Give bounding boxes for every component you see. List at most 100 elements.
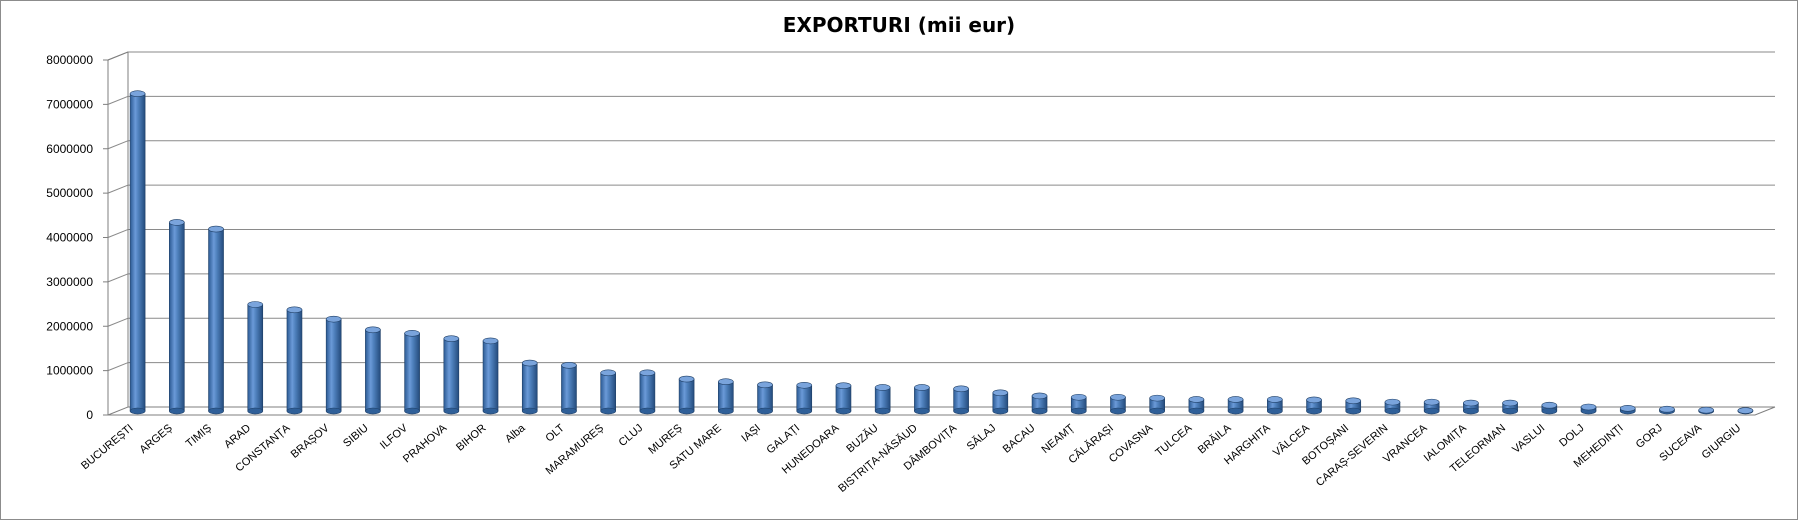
bar-top	[1737, 407, 1754, 414]
bar-base	[1031, 407, 1048, 415]
x-tick-label: DOLJ	[1557, 422, 1586, 449]
gridline	[107, 140, 1775, 150]
bar-body	[914, 387, 930, 412]
y-tick-label: 1000000	[46, 364, 93, 378]
bar-top	[953, 385, 969, 393]
x-tick-label: SUCEAVA	[1657, 422, 1704, 464]
x-tick-label: GORJ	[1634, 422, 1665, 451]
bar-top	[1463, 399, 1479, 407]
bar-top	[1149, 394, 1165, 402]
bar-top	[1267, 396, 1283, 403]
gridline	[107, 95, 1775, 105]
x-tick-label: CLUJ	[617, 422, 646, 449]
y-tick-label: 6000000	[46, 142, 93, 156]
bar-top	[1110, 393, 1126, 401]
bar-top	[835, 382, 852, 390]
bar-top	[1070, 393, 1087, 401]
gridline	[107, 51, 1775, 61]
bar	[521, 359, 538, 415]
x-tick-label: ARGEȘ	[138, 422, 175, 456]
bar-base	[1423, 407, 1440, 415]
bar	[1541, 401, 1558, 415]
bar-body	[247, 304, 264, 412]
x-tick-label: BUCUREȘTI	[79, 422, 135, 472]
bar	[678, 375, 695, 415]
bar-top	[639, 369, 656, 377]
y-tick-label: 4000000	[46, 231, 93, 245]
bar-base	[208, 407, 224, 415]
bar-body	[718, 381, 734, 412]
chart-title: EXPORTURI (mii eur)	[782, 13, 1016, 37]
bar-base	[1541, 407, 1558, 415]
bar-body	[678, 378, 695, 412]
bar	[1306, 396, 1322, 415]
bar	[953, 385, 969, 415]
bar-body	[129, 93, 146, 412]
x-tick-label: SĂLAJ	[964, 421, 998, 453]
x-tick-label: GIURGIU	[1700, 422, 1744, 461]
gridline	[107, 229, 1775, 238]
bar-top	[600, 369, 616, 377]
bar-top	[1345, 397, 1362, 405]
x-tick-label: SIBIU	[341, 422, 371, 450]
y-tick-label: 5000000	[46, 186, 93, 200]
bar-base	[718, 407, 734, 415]
bar-base	[835, 407, 852, 415]
x-tick-label: OLT	[543, 422, 567, 445]
bar	[1149, 394, 1165, 415]
bar-base	[1267, 407, 1283, 415]
bar	[1580, 403, 1597, 415]
bar	[1463, 399, 1479, 415]
bar-body	[169, 222, 185, 412]
bar	[757, 381, 773, 415]
bar	[443, 335, 460, 415]
bar-top	[482, 337, 499, 345]
bar-top	[208, 225, 224, 233]
x-tick-label: ARAD	[222, 422, 253, 451]
bar-base	[1384, 407, 1401, 415]
gridline	[107, 317, 1775, 327]
bar-base	[1188, 407, 1205, 415]
floor-back-edge	[107, 406, 1775, 416]
x-tick-label: TIMIȘ	[184, 422, 214, 450]
gridline	[107, 273, 1775, 283]
x-tick-label: MUREȘ	[646, 422, 684, 457]
bar-base	[482, 407, 499, 415]
bar-top	[1619, 405, 1636, 412]
bar-top	[1031, 392, 1048, 400]
bar-top	[286, 306, 303, 314]
bar-top	[874, 384, 891, 391]
bar-body	[561, 364, 577, 412]
x-tick-label: VASLUI	[1510, 422, 1547, 456]
bar	[1698, 406, 1714, 415]
bar-top	[1659, 405, 1675, 413]
bar-top	[796, 381, 813, 389]
bar-body	[757, 384, 773, 412]
bars-layer	[129, 90, 1754, 415]
bar-body	[521, 362, 538, 412]
bar-base	[757, 407, 773, 415]
bar	[718, 378, 734, 415]
bar-top	[365, 326, 381, 334]
bar	[169, 219, 185, 415]
bar-top	[1698, 406, 1714, 414]
bar	[1502, 399, 1518, 415]
bar-top	[561, 361, 577, 369]
y-tick-label: 8000000	[46, 53, 93, 67]
grid-layer	[103, 51, 1776, 416]
bar-body	[443, 338, 460, 412]
bar-base	[1149, 407, 1165, 415]
bar	[247, 301, 264, 415]
x-tick-label: ILFOV	[378, 422, 411, 452]
bar-body	[835, 385, 852, 412]
bar-base	[1345, 407, 1362, 415]
bar-body	[286, 309, 303, 412]
bar-base	[953, 407, 969, 415]
bar	[1031, 392, 1048, 415]
bar-body	[639, 372, 656, 412]
x-tick-label: BRĂILA	[1195, 421, 1234, 457]
bar-body	[600, 372, 616, 412]
bar-top	[1227, 396, 1244, 403]
bar-top	[1306, 396, 1322, 404]
